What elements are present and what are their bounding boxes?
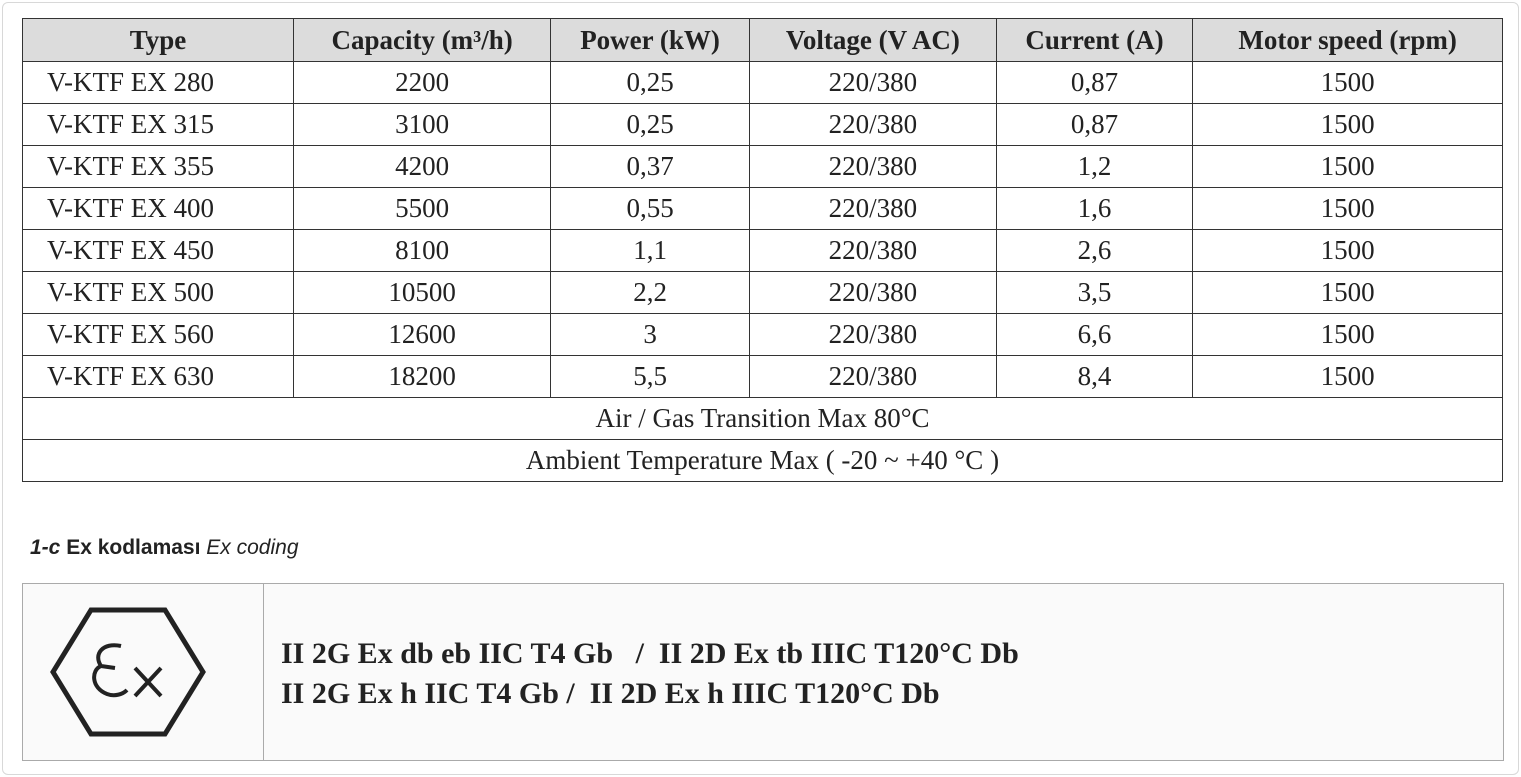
table-cell: 10500 [292,271,552,314]
table-body: V-KTF EX 280 2200 0,25 220/380 0,87 1500 V-KTF… [22,61,1503,482]
column-header: Capacity (m³/h) [292,18,552,62]
table-cell: 220/380 [748,271,997,314]
table-row: V-KTF EX 560 12600 3 220/380 6,6 1500 [22,313,1503,356]
table-cell: 8,4 [995,355,1194,398]
table-cell: 1500 [1192,355,1503,398]
table-cell: 1500 [1192,229,1503,272]
column-header: Voltage (V AC) [748,18,997,62]
table-cell: 8100 [292,229,552,272]
column-header: Current (A) [995,18,1194,62]
table-cell: 1500 [1192,61,1503,104]
column-header: Type [22,18,294,62]
table-cell: V-KTF EX 500 [22,271,294,314]
coding-lines: II 2G Ex db eb IIC T4 Gb / II 2D Ex tb I… [281,634,1019,714]
table-cell: 3 [550,313,750,356]
table-cell: 1,1 [550,229,750,272]
table-cell: 220/380 [748,229,997,272]
table-cell: 4200 [292,145,552,188]
section-heading: 1-c Ex kodlaması Ex coding [30,536,299,560]
table-cell: 0,87 [995,103,1194,146]
section-title: Ex kodlaması [66,536,201,559]
table-cell: 5500 [292,187,552,230]
table-row: V-KTF EX 500 10500 2,2 220/380 3,5 1500 [22,271,1503,314]
table-row: V-KTF EX 280 2200 0,25 220/380 0,87 1500 [22,61,1503,104]
table-cell: 3,5 [995,271,1194,314]
table-cell: 1,2 [995,145,1194,188]
table-cell: V-KTF EX 400 [22,187,294,230]
divider [263,584,264,760]
table-cell: 0,37 [550,145,750,188]
table-cell: 1500 [1192,145,1503,188]
table-cell: 2,6 [995,229,1194,272]
table-cell: V-KTF EX 355 [22,145,294,188]
table-cell: 6,6 [995,313,1194,356]
table-cell: V-KTF EX 450 [22,229,294,272]
table-cell: 0,87 [995,61,1194,104]
table-row: V-KTF EX 400 5500 0,55 220/380 1,6 1500 [22,187,1503,230]
table-cell: 220/380 [748,355,997,398]
note-cell: Air / Gas Transition Max 80°C [22,397,1503,440]
table-cell: 220/380 [748,61,997,104]
table-cell: 1500 [1192,271,1503,314]
table-row: V-KTF EX 315 3100 0,25 220/380 0,87 1500 [22,103,1503,146]
table-cell: 2200 [292,61,552,104]
table-cell: 18200 [292,355,552,398]
table-cell: 220/380 [748,313,997,356]
coding-box: II 2G Ex db eb IIC T4 Gb / II 2D Ex tb I… [22,583,1504,761]
header-row: Type Capacity (m³/h) Power (kW) Voltage (V … [22,18,1503,62]
table-cell: 1500 [1192,103,1503,146]
section-subtitle: Ex coding [206,536,299,559]
table-cell: V-KTF EX 560 [22,313,294,356]
table-cell: 0,55 [550,187,750,230]
note-row: Ambient Temperature Max ( -20 ~ +40 °C ) [22,439,1503,482]
ex-symbol [50,607,206,737]
table-cell: V-KTF EX 280 [22,61,294,104]
table-cell: 0,25 [550,61,750,104]
spec-table: Type Capacity (m³/h) Power (kW) Voltage (V … [22,18,1503,482]
column-header: Power (kW) [550,18,750,62]
table-cell: 220/380 [748,103,997,146]
table-cell: V-KTF EX 315 [22,103,294,146]
section-number: 1-c [30,536,61,559]
note-cell: Ambient Temperature Max ( -20 ~ +40 °C ) [22,439,1503,482]
column-header: Motor speed (rpm) [1192,18,1503,62]
table-cell: 3100 [292,103,552,146]
table-cell: V-KTF EX 630 [22,355,294,398]
table-cell: 5,5 [550,355,750,398]
table-cell: 220/380 [748,187,997,230]
table-cell: 1500 [1192,313,1503,356]
table-cell: 12600 [292,313,552,356]
note-row: Air / Gas Transition Max 80°C [22,397,1503,440]
table-cell: 220/380 [748,145,997,188]
coding-line: II 2G Ex db eb IIC T4 Gb / II 2D Ex tb I… [281,637,1019,670]
table-cell: 1500 [1192,187,1503,230]
table-row: V-KTF EX 630 18200 5,5 220/380 8,4 1500 [22,355,1503,398]
table-row: V-KTF EX 355 4200 0,37 220/380 1,2 1500 [22,145,1503,188]
table-cell: 2,2 [550,271,750,314]
table-row: V-KTF EX 450 8100 1,1 220/380 2,6 1500 [22,229,1503,272]
table-cell: 0,25 [550,103,750,146]
table-cell: 1,6 [995,187,1194,230]
coding-line: II 2G Ex h IIC T4 Gb / II 2D Ex h IIIC T… [281,677,940,710]
